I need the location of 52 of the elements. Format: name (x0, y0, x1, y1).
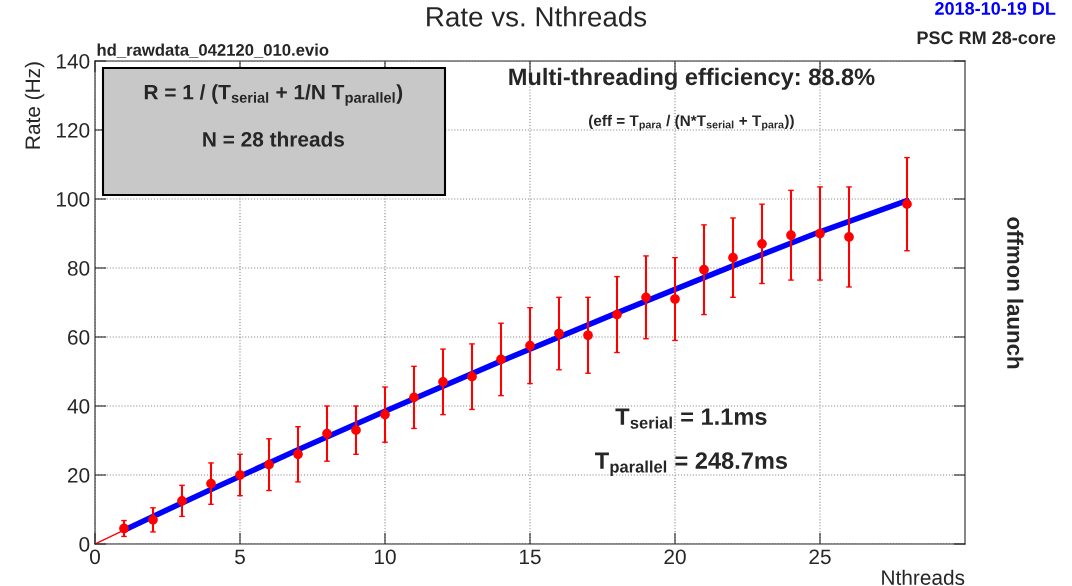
point (380, 409, 390, 420)
point (728, 252, 738, 263)
y-tick-label: 20 (68, 468, 90, 483)
y-axis-title: Rate (Hz) (24, 62, 45, 149)
point (438, 376, 448, 387)
x-tick-label: 20 (664, 549, 686, 565)
point (148, 514, 158, 525)
point (612, 309, 622, 320)
point (699, 264, 709, 275)
text: R = 1 / (T$_{serial}$ + 1/N T$_{parallel}$) N = 28 threads (144, 84, 403, 147)
point (844, 232, 854, 242)
point (757, 238, 767, 249)
x-tick-label: 5 (235, 549, 245, 565)
point (409, 392, 419, 403)
point (525, 340, 535, 351)
point (264, 459, 274, 470)
point (583, 330, 593, 341)
chart-title: Rate vs. Nthreads (427, 6, 647, 27)
x-axis-title: Nthreads (882, 569, 965, 585)
text: 2018-10-19 DL (935, 2, 1056, 15)
y-tick-label: 80 (67, 261, 90, 276)
point (641, 292, 651, 303)
text: PSC RM 28-core (917, 31, 1056, 45)
point (177, 496, 187, 506)
y-tick-label: 40 (67, 399, 90, 414)
y-tick-label: 100 (56, 192, 90, 207)
y-tick-label: 60 (68, 330, 90, 345)
point (293, 449, 303, 460)
annotation: (eff = T$_{para}$ / (N*T$_{serial}$ + T$_{para}$)) (589, 114, 794, 131)
point (815, 228, 825, 239)
annotation: T$_{serial}$ = 1.1ms (615, 408, 767, 429)
x-tick-label: 10 (375, 549, 396, 565)
point (322, 428, 332, 439)
annotation: Multi-threading efficiency: 88.8% (509, 67, 875, 90)
point (235, 470, 245, 480)
text: hd_rawdata_042120_010.evio (97, 43, 329, 58)
point (206, 478, 216, 489)
point (554, 328, 564, 339)
y-tick-label: 120 (56, 123, 90, 138)
x-tick-label: 25 (809, 549, 831, 565)
point (670, 294, 680, 304)
text: offmon launch (1007, 217, 1024, 369)
y-tick-label: 140 (56, 54, 90, 69)
annotation: T$_{parallel}$ = 248.7ms (595, 452, 788, 476)
point (351, 425, 361, 436)
point (902, 199, 912, 210)
x-tick-label: 0 (90, 549, 100, 565)
point (467, 371, 477, 382)
point (786, 230, 796, 241)
y-tick-label: 0 (79, 537, 90, 552)
x-tick-label: 15 (520, 549, 541, 565)
point (496, 354, 506, 365)
